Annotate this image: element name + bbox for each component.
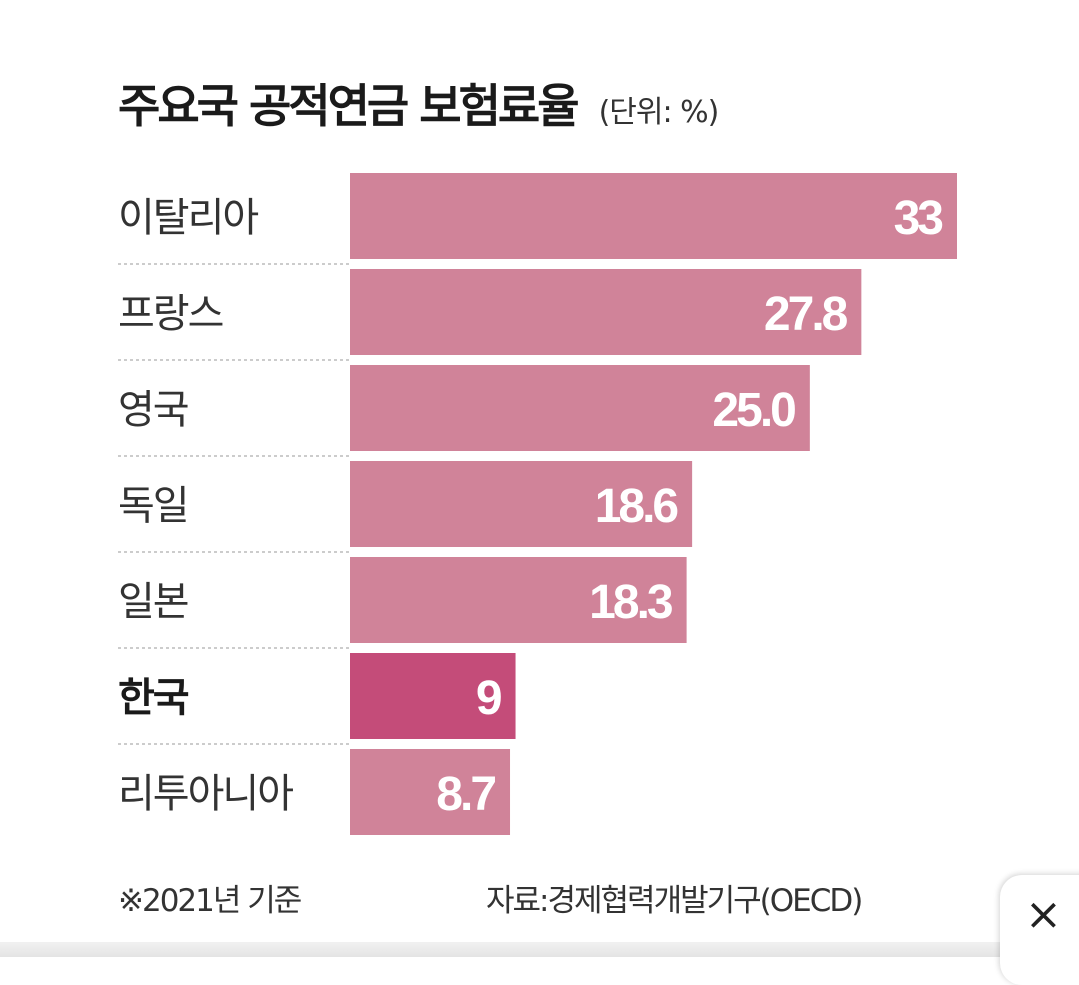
- category-label-5: 한국: [118, 675, 189, 721]
- bar-value-label-0: 33: [894, 192, 943, 245]
- bar-value-label-2: 25.0: [712, 384, 795, 437]
- close-icon: ×: [1025, 889, 1062, 940]
- bottom-edge: [0, 942, 1079, 957]
- source-note: 자료:경제협력개발기구(OECD): [486, 883, 863, 919]
- bar-2: [350, 365, 810, 451]
- bar-value-label-3: 18.6: [595, 480, 678, 533]
- footnote: ※2021년 기준: [118, 883, 302, 919]
- bar-0: [350, 173, 957, 259]
- category-label-6: 리투아니아: [118, 771, 293, 817]
- bar-chart: 33 이탈리아 27.8 프랑스 25.0 영국 18.6 독일 18.3 일본 9 한국 8.7 리투아…: [118, 173, 957, 835]
- category-label-3: 독일: [118, 483, 188, 529]
- category-label-2: 영국: [118, 387, 188, 433]
- bar-4: [350, 557, 687, 643]
- chart-title-row: 주요국 공적연금 보험료율 (단위: %): [118, 70, 720, 136]
- bar-1: [350, 269, 862, 355]
- bar-6: [350, 749, 511, 835]
- chart-title: 주요국 공적연금 보험료율: [118, 79, 580, 133]
- unit-label: (단위: %): [598, 95, 720, 130]
- category-label-4: 일본: [118, 579, 188, 625]
- bar-5: [350, 653, 516, 739]
- close-button[interactable]: ×: [1000, 875, 1079, 985]
- bar-3: [350, 461, 693, 547]
- category-label-0: 이탈리아: [118, 195, 258, 241]
- category-label-1: 프랑스: [118, 291, 223, 337]
- bar-value-label-6: 8.7: [436, 768, 495, 821]
- bar-value-label-1: 27.8: [764, 288, 848, 341]
- bar-value-label-5: 9: [476, 672, 501, 725]
- bar-value-label-4: 18.3: [589, 576, 672, 629]
